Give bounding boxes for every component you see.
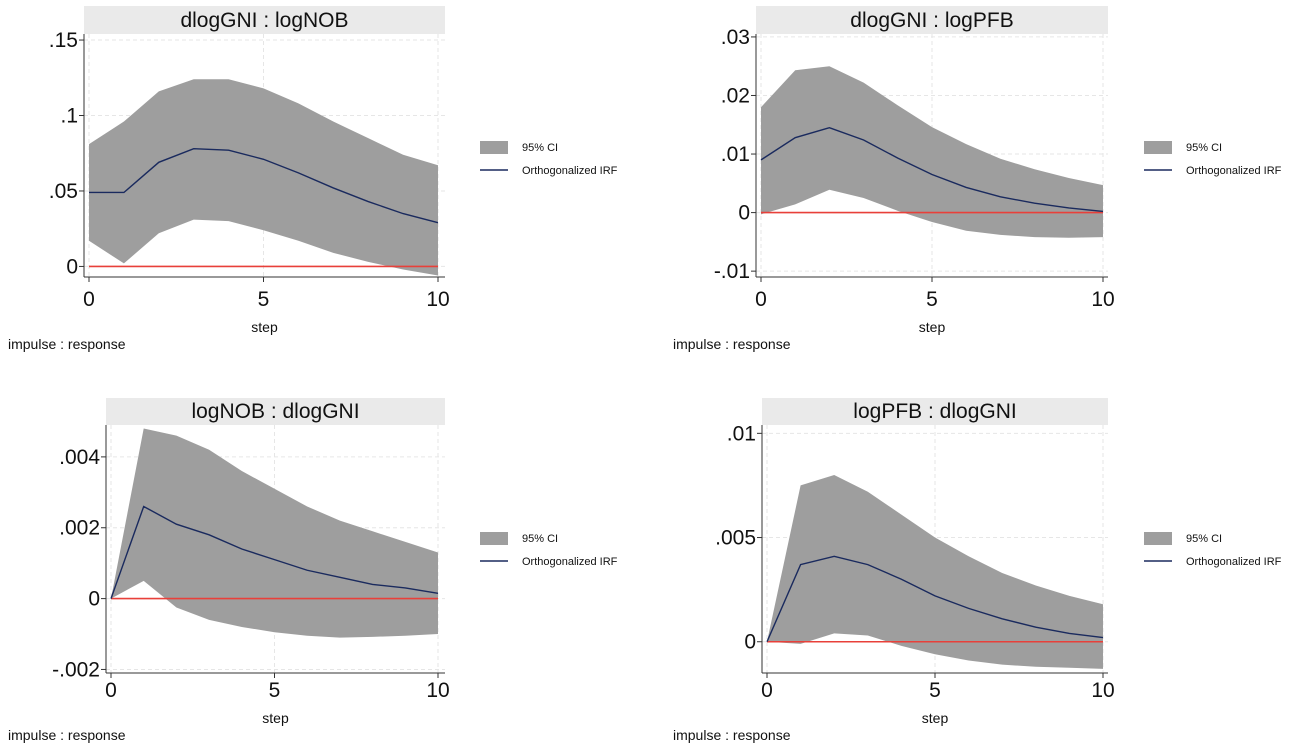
legend: 95% CI Orthogonalized IRF (480, 141, 618, 177)
legend-irf-label: Orthogonalized IRF (1186, 165, 1282, 177)
legend-ci-label: 95% CI (522, 142, 558, 154)
legend-ci-swatch (480, 532, 508, 545)
x-axis-label: step (922, 710, 949, 726)
legend-irf-label: Orthogonalized IRF (522, 165, 618, 177)
legend: 95% CI Orthogonalized IRF (1144, 141, 1282, 177)
panel-note: impulse : response (8, 336, 126, 352)
x-tick-label: 0 (83, 288, 95, 311)
panel-title-bar (762, 398, 1108, 425)
legend-ci-swatch (480, 141, 508, 154)
ci-band (111, 428, 438, 638)
legend-ci-label: 95% CI (1186, 533, 1222, 545)
x-tick-label: 0 (761, 679, 773, 702)
y-tick-label: .002 (59, 517, 100, 540)
y-tick-label: .03 (721, 26, 750, 49)
y-tick-label: 0 (744, 631, 756, 654)
ci-band (767, 475, 1103, 669)
irf-line (766, 555, 1104, 643)
x-axis-label: step (262, 710, 289, 726)
x-tick-label: 5 (929, 679, 941, 702)
irf-panel-4: logPFB : dlogGNI 0 .005 .01 0 5 10 step impulse … (673, 398, 1282, 743)
x-axis-label: step (919, 319, 946, 335)
legend-irf-label: Orthogonalized IRF (522, 556, 618, 568)
x-tick-label: 10 (426, 288, 449, 311)
legend: 95% CI Orthogonalized IRF (1144, 532, 1282, 568)
panel-title: dlogGNI : logPFB (850, 9, 1013, 32)
irf-line (760, 126, 1104, 213)
irf-line (110, 505, 439, 599)
y-tick-label: 0 (88, 588, 100, 611)
y-tick-label: .05 (49, 180, 78, 203)
x-tick-label: 0 (755, 288, 767, 311)
x-tick-label: 5 (269, 679, 281, 702)
x-axis-label: step (251, 319, 278, 335)
panel-title: logPFB : dlogGNI (853, 400, 1016, 423)
y-tick-label: 0 (738, 202, 750, 225)
panel-title: dlogGNI : logNOB (180, 9, 348, 32)
y-tick-label: .004 (59, 446, 100, 469)
legend-irf-label: Orthogonalized IRF (1186, 556, 1282, 568)
legend: 95% CI Orthogonalized IRF (480, 532, 618, 568)
y-tick-label: -.01 (714, 260, 750, 283)
irf-panel-1: dlogGNI : logNOB 0 .05 .1 .15 0 5 10 step impulse… (8, 6, 618, 352)
x-tick-label: 10 (1091, 679, 1114, 702)
irf-line (89, 148, 439, 224)
irf-panel-2: dlogGNI : logPFB-.010.01.02.030 5 10stepim… (673, 6, 1282, 352)
y-tick-label: -.002 (52, 658, 100, 681)
panel-note: impulse : response (673, 336, 791, 352)
panel-title: logNOB : dlogGNI (191, 400, 359, 423)
legend-ci-swatch (1144, 532, 1172, 545)
legend-ci-label: 95% CI (1186, 142, 1222, 154)
panel-title-bar (106, 398, 445, 425)
panel-title-bar (756, 6, 1108, 34)
ci-band (89, 79, 438, 276)
x-tick-label: 5 (926, 288, 938, 311)
y-tick-label: .15 (49, 29, 78, 52)
x-tick-label: 0 (105, 679, 117, 702)
y-tick-label: .01 (727, 422, 756, 445)
y-tick-label: .1 (60, 105, 78, 128)
x-tick-label: 10 (1091, 288, 1114, 311)
y-tick-label: .005 (715, 527, 756, 550)
ci-band (761, 66, 1103, 238)
y-tick-label: .02 (721, 84, 750, 107)
panel-note: impulse : response (673, 727, 791, 743)
x-tick-label: 10 (426, 679, 449, 702)
y-tick-label: 0 (66, 255, 78, 278)
y-tick-label: .01 (721, 143, 750, 166)
x-tick-label: 5 (258, 288, 270, 311)
legend-ci-label: 95% CI (522, 533, 558, 545)
legend-ci-swatch (1144, 141, 1172, 154)
panel-note: impulse : response (8, 727, 126, 743)
panel-title-bar (84, 6, 445, 34)
